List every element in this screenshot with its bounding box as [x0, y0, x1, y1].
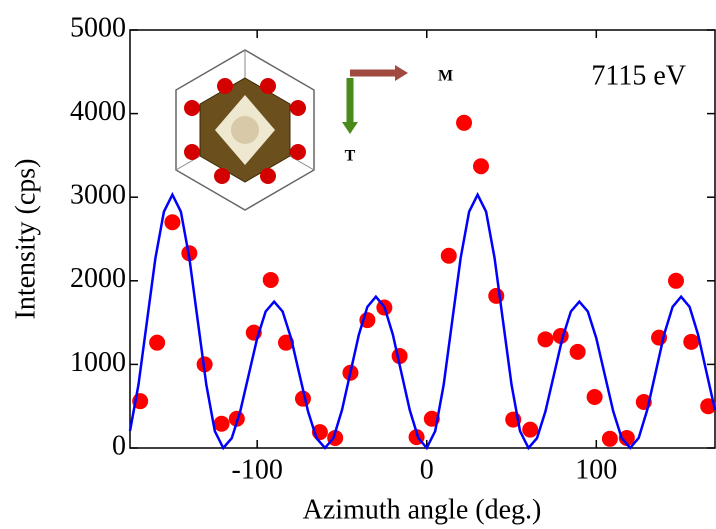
- energy-label: 7115 eV: [591, 60, 686, 91]
- inset-axes: [342, 65, 408, 134]
- data-point: [537, 331, 554, 348]
- data-point: [440, 247, 457, 264]
- y-tick-label: 1000: [70, 347, 126, 378]
- data-point: [601, 430, 618, 447]
- fit-curve: [128, 191, 716, 451]
- data-point: [213, 415, 230, 432]
- y-tick-label: 3000: [70, 180, 126, 211]
- data-point: [164, 214, 181, 231]
- y-tick-label: 4000: [70, 96, 126, 127]
- data-point: [683, 333, 700, 350]
- data-point: [149, 334, 166, 351]
- data-point: [488, 287, 505, 304]
- x-tick-label: 0: [420, 454, 434, 485]
- data-point: [668, 272, 684, 289]
- data-point: [473, 158, 489, 175]
- y-tick-label: 0: [112, 430, 126, 461]
- y-tick-label: 5000: [70, 12, 126, 43]
- data-point: [569, 343, 586, 360]
- x-axis-title: Azimuth angle (deg.): [303, 494, 542, 525]
- plot-frame: [129, 29, 716, 449]
- y-tick-label: 2000: [70, 263, 126, 294]
- x-tick-label: -100: [232, 454, 283, 485]
- data-point: [618, 429, 635, 446]
- axis-label-m: M: [438, 68, 453, 85]
- data-point: [456, 114, 473, 131]
- data-point: [262, 271, 279, 288]
- x-tick-label: 100: [575, 454, 617, 485]
- inset-structure: [175, 49, 315, 211]
- data-point: [522, 421, 539, 438]
- axis-label-t: T: [345, 148, 356, 165]
- y-axis-title: Intensity (cps): [10, 159, 41, 320]
- data-point: [586, 389, 603, 406]
